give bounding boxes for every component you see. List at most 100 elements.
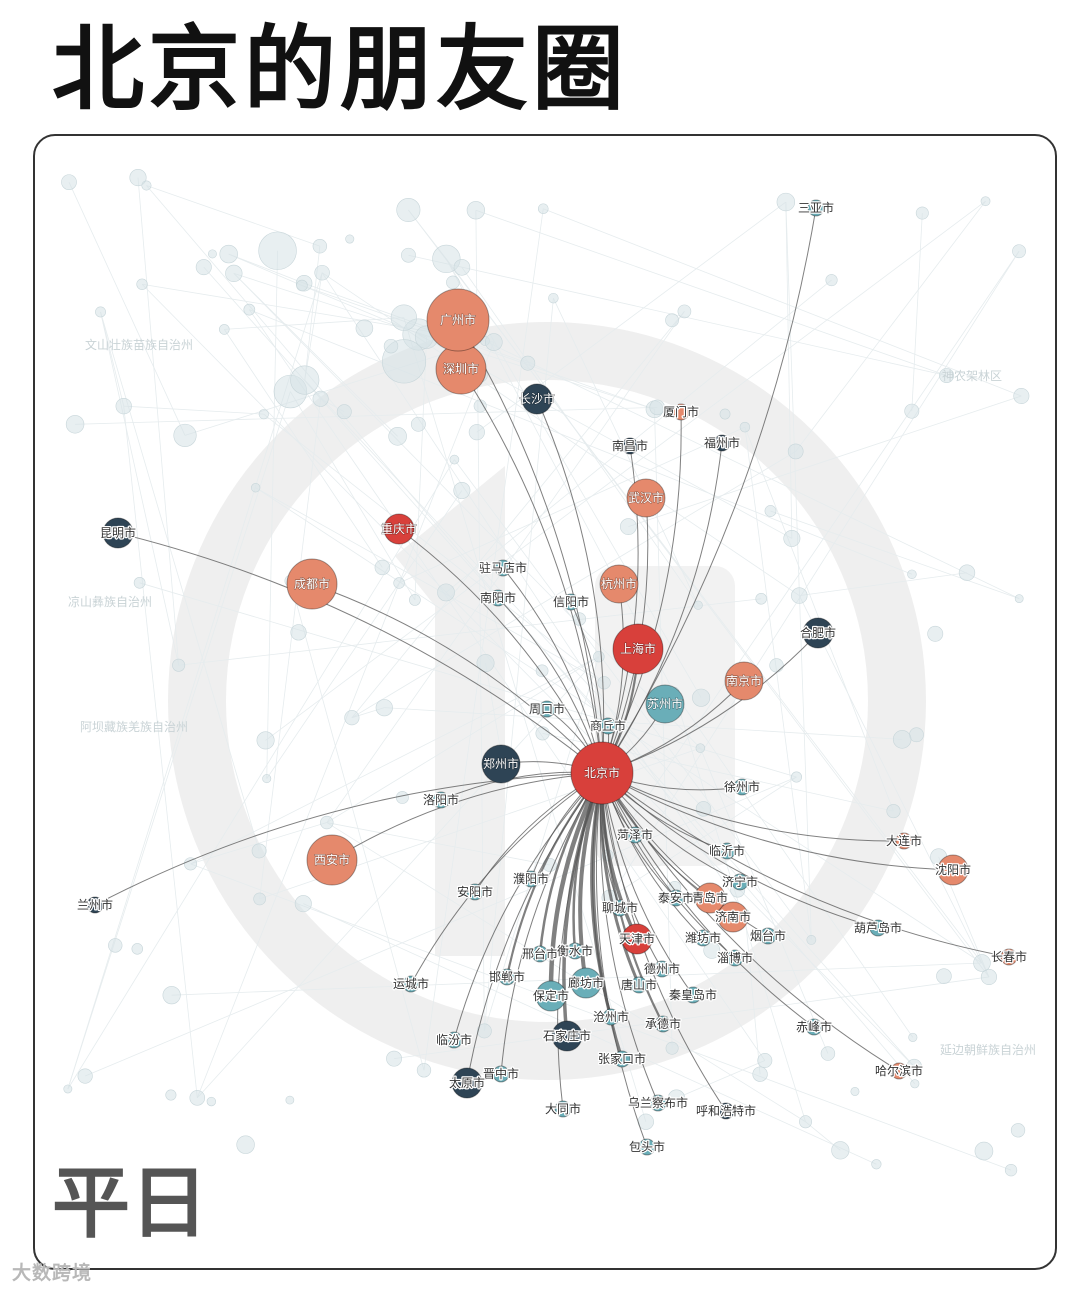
city-node[interactable]: 承德市 bbox=[644, 1015, 682, 1033]
node-circle[interactable] bbox=[718, 842, 736, 860]
city-node[interactable]: 烟台市 bbox=[749, 927, 787, 945]
node-circle[interactable] bbox=[86, 896, 104, 914]
city-node[interactable]: 长春市 bbox=[990, 948, 1028, 966]
city-node[interactable]: 济宁市 bbox=[721, 873, 759, 891]
node-circle[interactable] bbox=[522, 870, 540, 888]
city-node[interactable]: 北京市 bbox=[570, 741, 634, 805]
node-circle[interactable] bbox=[531, 945, 549, 963]
node-circle[interactable] bbox=[426, 288, 490, 352]
city-node[interactable]: 张家口市 bbox=[597, 1050, 647, 1068]
node-circle[interactable] bbox=[599, 717, 617, 735]
city-node[interactable]: 秦皇岛市 bbox=[668, 986, 718, 1004]
city-node[interactable]: 邢台市 bbox=[521, 945, 559, 963]
node-circle[interactable] bbox=[554, 1100, 572, 1118]
city-node[interactable]: 呼和浩特市 bbox=[695, 1102, 757, 1120]
node-circle[interactable] bbox=[535, 980, 567, 1012]
city-node[interactable]: 临汾市 bbox=[435, 1031, 473, 1049]
node-circle[interactable] bbox=[613, 1050, 631, 1068]
node-circle[interactable] bbox=[937, 854, 969, 886]
city-node[interactable]: 信阳市 bbox=[552, 593, 590, 611]
city-node[interactable]: 西安市 bbox=[306, 834, 358, 886]
city-node[interactable]: 深圳市 bbox=[435, 343, 487, 395]
city-node[interactable]: 菏泽市 bbox=[616, 826, 654, 844]
city-node[interactable]: 临沂市 bbox=[708, 842, 746, 860]
city-node[interactable]: 徐州市 bbox=[723, 778, 761, 796]
node-circle[interactable] bbox=[402, 975, 420, 993]
city-node[interactable]: 重庆市 bbox=[380, 513, 418, 545]
node-circle[interactable] bbox=[667, 889, 685, 907]
city-node[interactable]: 南昌市 bbox=[611, 437, 649, 455]
city-node[interactable]: 淄博市 bbox=[716, 949, 754, 967]
node-circle[interactable] bbox=[466, 883, 484, 901]
city-node[interactable]: 长沙市 bbox=[518, 383, 556, 415]
city-node[interactable]: 泰安市 bbox=[657, 889, 695, 907]
node-circle[interactable] bbox=[717, 901, 749, 933]
node-circle[interactable] bbox=[611, 899, 629, 917]
node-circle[interactable] bbox=[638, 1138, 656, 1156]
node-circle[interactable] bbox=[432, 791, 450, 809]
city-node[interactable]: 合肥市 bbox=[799, 617, 837, 649]
node-circle[interactable] bbox=[713, 434, 731, 452]
city-node[interactable]: 苏州市 bbox=[645, 684, 685, 724]
node-circle[interactable] bbox=[890, 1062, 908, 1080]
node-circle[interactable] bbox=[672, 403, 690, 421]
city-node[interactable]: 南京市 bbox=[724, 661, 764, 701]
city-node[interactable]: 沧州市 bbox=[592, 1008, 630, 1026]
node-circle[interactable] bbox=[694, 882, 726, 914]
node-circle[interactable] bbox=[445, 1031, 463, 1049]
node-circle[interactable] bbox=[626, 478, 666, 518]
city-node[interactable]: 周口市 bbox=[528, 700, 566, 718]
node-circle[interactable] bbox=[599, 564, 639, 604]
city-node[interactable]: 青岛市 bbox=[691, 882, 729, 914]
node-circle[interactable] bbox=[649, 1094, 667, 1112]
city-node[interactable]: 保定市 bbox=[532, 980, 570, 1012]
city-node[interactable]: 濮阳市 bbox=[512, 870, 550, 888]
node-circle[interactable] bbox=[538, 700, 556, 718]
city-node[interactable]: 乌兰察布市 bbox=[627, 1094, 689, 1112]
node-circle[interactable] bbox=[570, 967, 602, 999]
node-circle[interactable] bbox=[724, 661, 764, 701]
city-node[interactable]: 沈阳市 bbox=[934, 854, 972, 886]
node-circle[interactable] bbox=[895, 832, 913, 850]
city-node[interactable]: 福州市 bbox=[703, 434, 741, 452]
node-circle[interactable] bbox=[286, 558, 338, 610]
city-node[interactable]: 大连市 bbox=[885, 832, 923, 850]
city-node[interactable]: 太原市 bbox=[448, 1067, 486, 1099]
city-node[interactable]: 唐山市 bbox=[620, 976, 658, 994]
city-node[interactable]: 三亚市 bbox=[797, 199, 835, 217]
city-node[interactable]: 葫芦岛市 bbox=[853, 919, 903, 937]
node-circle[interactable] bbox=[684, 986, 702, 1004]
node-circle[interactable] bbox=[498, 968, 516, 986]
city-node[interactable]: 德州市 bbox=[643, 960, 681, 978]
node-circle[interactable] bbox=[869, 919, 887, 937]
node-circle[interactable] bbox=[481, 744, 521, 784]
city-node[interactable]: 武汉市 bbox=[626, 478, 666, 518]
city-node[interactable]: 广州市 bbox=[426, 288, 490, 352]
city-node[interactable]: 济南市 bbox=[714, 901, 752, 933]
node-circle[interactable] bbox=[494, 559, 512, 577]
city-node[interactable]: 安阳市 bbox=[456, 883, 494, 901]
city-node[interactable]: 大同市 bbox=[544, 1100, 582, 1118]
node-circle[interactable] bbox=[562, 593, 580, 611]
node-circle[interactable] bbox=[621, 923, 653, 955]
node-circle[interactable] bbox=[733, 778, 751, 796]
node-circle[interactable] bbox=[1000, 948, 1018, 966]
city-node[interactable]: 郑州市 bbox=[481, 744, 521, 784]
node-circle[interactable] bbox=[570, 741, 634, 805]
city-node[interactable]: 廊坊市 bbox=[567, 967, 605, 999]
node-circle[interactable] bbox=[807, 199, 825, 217]
city-node[interactable]: 潍坊市 bbox=[684, 929, 722, 947]
city-node[interactable]: 邯郸市 bbox=[488, 968, 526, 986]
city-node[interactable]: 昆明市 bbox=[99, 517, 137, 549]
city-node[interactable]: 晋中市 bbox=[482, 1065, 520, 1083]
node-circle[interactable] bbox=[621, 437, 639, 455]
city-node[interactable]: 聊城市 bbox=[601, 899, 639, 917]
node-circle[interactable] bbox=[731, 873, 749, 891]
node-circle[interactable] bbox=[551, 1020, 583, 1052]
node-circle[interactable] bbox=[630, 976, 648, 994]
node-circle[interactable] bbox=[602, 1008, 620, 1026]
city-node[interactable]: 运城市 bbox=[392, 975, 430, 993]
node-circle[interactable] bbox=[694, 929, 712, 947]
node-circle[interactable] bbox=[653, 960, 671, 978]
city-node[interactable]: 衡水市 bbox=[556, 942, 594, 960]
